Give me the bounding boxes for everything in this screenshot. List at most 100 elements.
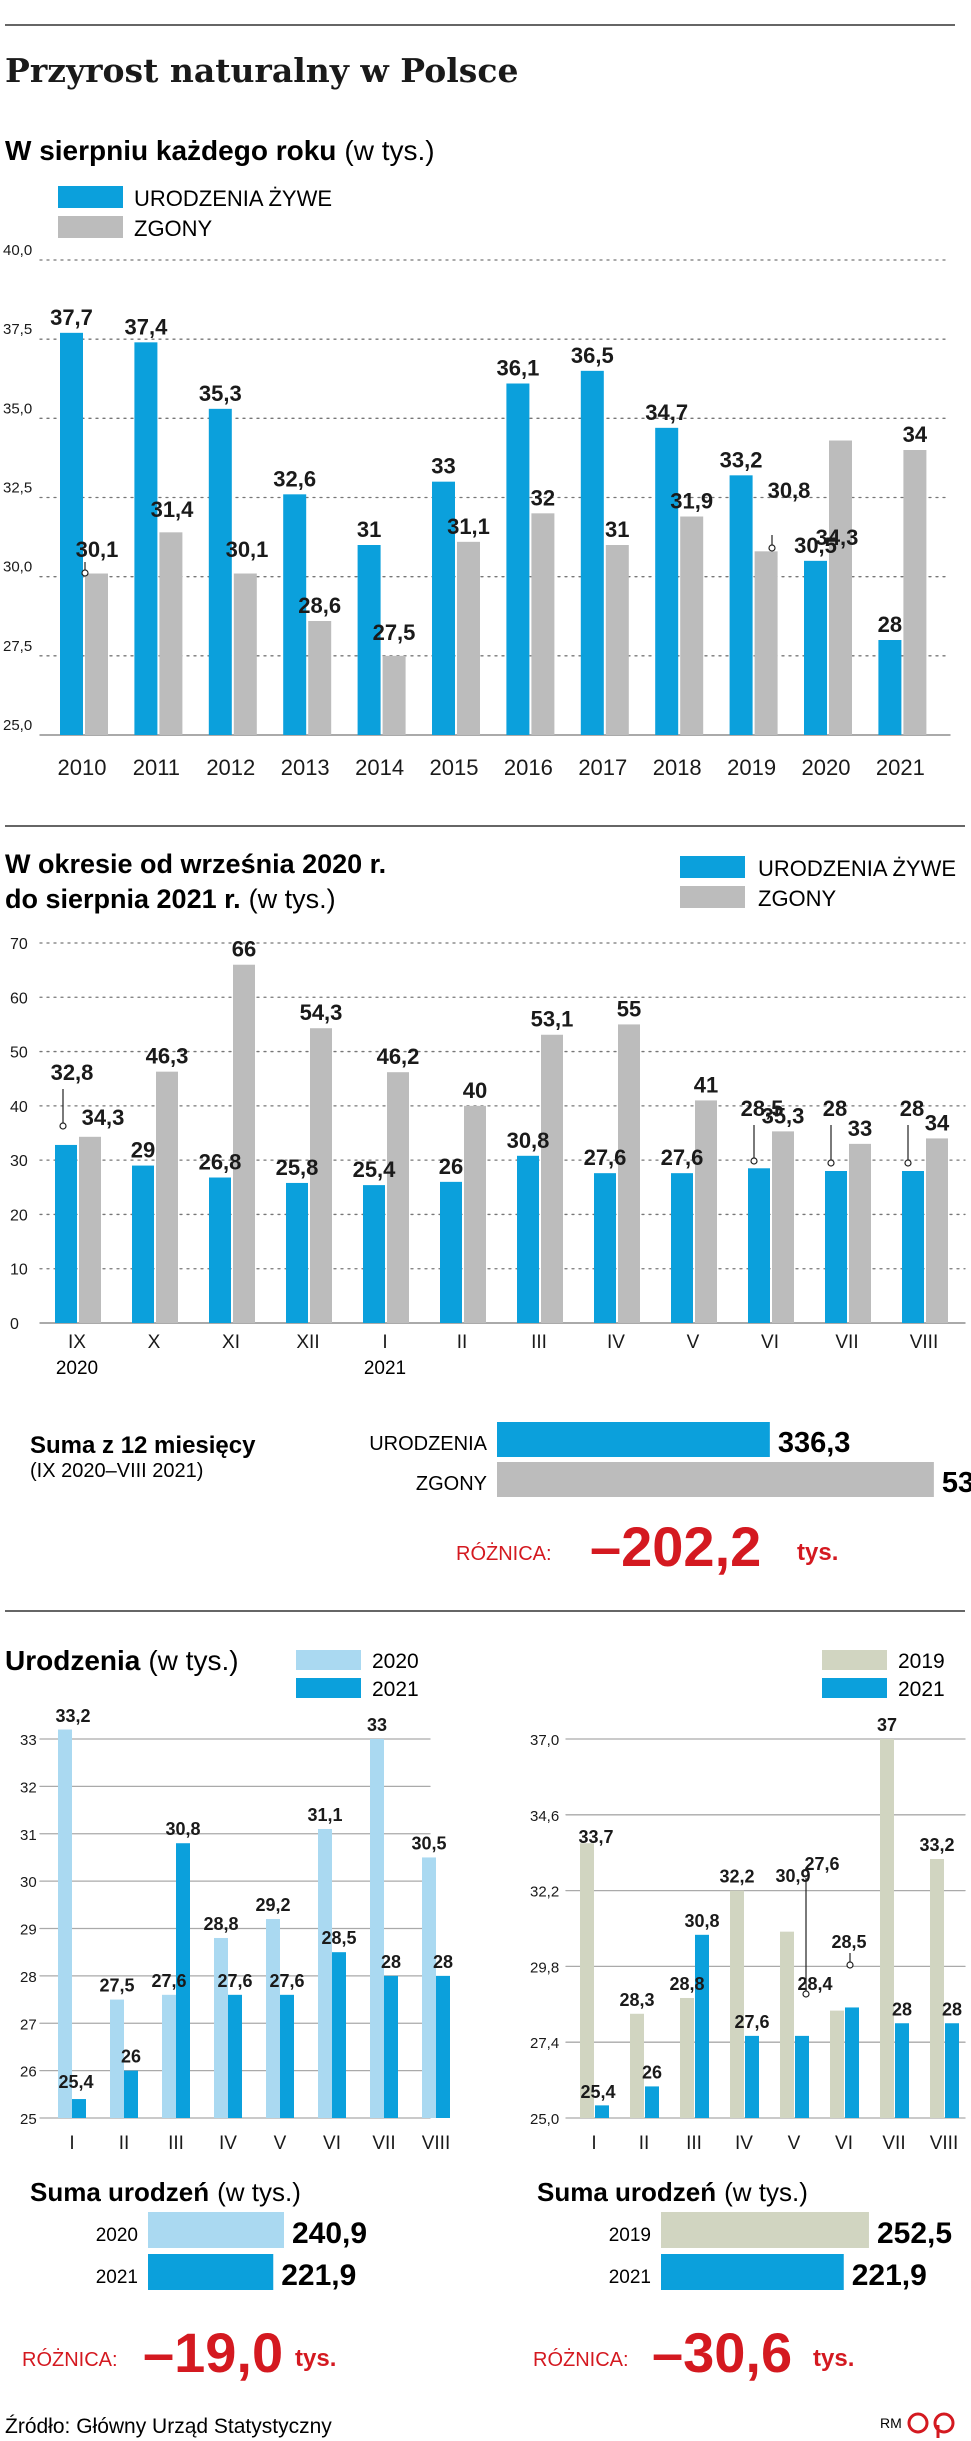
- data-label: 25,4: [353, 1157, 397, 1182]
- bar-c1-b: [754, 551, 778, 735]
- data-label: 32,8: [51, 1060, 94, 1085]
- bar-c3-b: [124, 2070, 138, 2118]
- x-tick-label: V: [788, 2133, 801, 2154]
- bar-c1-b: [382, 655, 406, 735]
- page-title: Przyrost naturalny w Polsce: [5, 51, 518, 90]
- y-tick-label: 35,0: [3, 400, 32, 417]
- y-tick-label: 30: [20, 1874, 37, 1891]
- x-tick-label: 2010: [58, 755, 107, 780]
- data-label: 27,6: [734, 2012, 769, 2032]
- x-tick-label: VIII: [910, 1332, 939, 1353]
- bar-c3-a: [58, 1729, 72, 2118]
- x-tick-label: III: [168, 2133, 184, 2154]
- chart3-title: Urodzenia (w tys.): [5, 1645, 239, 1676]
- sum-bar: [661, 2254, 844, 2290]
- bar-c4-a: [730, 1890, 744, 2118]
- bar-c2-b: [310, 1028, 332, 1323]
- y-tick-label: 30,0: [3, 559, 32, 576]
- x-tick-label: VII: [835, 1332, 858, 1353]
- data-label: 25,8: [276, 1155, 319, 1180]
- diff-label: RÓŻNICA:: [533, 2348, 629, 2371]
- bar-c2-b: [464, 1105, 486, 1323]
- data-label: 27,5: [99, 1976, 134, 1996]
- bar-c4-a: [630, 2013, 644, 2118]
- bar-c4-a: [930, 1859, 944, 2118]
- x-tick-label: IX: [68, 1332, 86, 1353]
- chart4-legend-2019: 2019: [898, 1650, 945, 1673]
- bar-c3-b: [176, 1843, 190, 2118]
- y-tick-label: 32,5: [3, 480, 32, 497]
- leader-dot: [59, 1122, 67, 1130]
- publisher-logo: [907, 2412, 955, 2438]
- data-label: 28: [942, 1999, 962, 2019]
- y-tick-label: 20: [10, 1207, 28, 1224]
- x-tick-label: VI: [835, 2133, 853, 2154]
- y-tick-label: 29,8: [530, 1959, 559, 1976]
- data-label: 26: [439, 1154, 463, 1179]
- sum-bar: [497, 1422, 770, 1457]
- x-year-label: 2021: [364, 1358, 406, 1379]
- bar-c1-b: [605, 545, 629, 735]
- data-label: 35,3: [199, 381, 242, 406]
- bar-c1-b: [457, 541, 480, 735]
- bar-c2-a: [825, 1171, 847, 1323]
- data-label: 27,6: [661, 1145, 704, 1170]
- bar-c4-a: [680, 1997, 694, 2118]
- data-label: 34,3: [82, 1105, 125, 1130]
- data-label: 31,1: [447, 514, 490, 539]
- y-tick-label: 26: [20, 2064, 37, 2081]
- bar-c4-b: [595, 2105, 609, 2118]
- data-label: 28,5: [741, 1096, 784, 1121]
- bar-c4-a: [880, 1739, 894, 2118]
- data-label: 27,6: [217, 1971, 252, 1991]
- bar-c3-b: [384, 1975, 398, 2118]
- bar-c3-a: [318, 1829, 332, 2118]
- diff-unit: tys.: [797, 1539, 838, 1566]
- data-label: 31: [357, 517, 381, 542]
- sum-row-label: ZGONY: [416, 1473, 487, 1495]
- bar-c2-a: [55, 1144, 77, 1323]
- sum-bar: [661, 2212, 869, 2248]
- x-tick-label: IV: [607, 1332, 625, 1353]
- data-label: 53,1: [531, 1007, 574, 1032]
- data-label: 29,2: [255, 1895, 290, 1915]
- data-label: 37,7: [50, 305, 93, 330]
- data-label: 26,8: [199, 1150, 242, 1175]
- bar-c4-b: [645, 2086, 659, 2118]
- x-tick-label: III: [686, 2133, 702, 2154]
- data-label: 66: [232, 937, 256, 962]
- data-label: 32: [531, 485, 555, 510]
- sum12-bars: URODZENIA 336,3 ZGONY 538,5 RÓŻNICA: –202,2 ty…: [369, 1422, 971, 1578]
- bar-c1-a: [60, 332, 83, 735]
- x-tick-label: IV: [219, 2133, 237, 2154]
- y-tick-label: 0: [10, 1316, 19, 1333]
- x-tick-label: I: [382, 1332, 387, 1353]
- x-tick-label: I: [69, 2133, 74, 2154]
- diff-unit: tys.: [295, 2345, 336, 2372]
- data-label: 28,4: [797, 1974, 832, 1994]
- leader-dot: [802, 1990, 810, 1998]
- x-tick-label: VI: [323, 2133, 341, 2154]
- x-tick-label: V: [274, 2133, 287, 2154]
- bar-c2-b: [926, 1138, 948, 1323]
- data-label: 37: [877, 1715, 897, 1735]
- y-tick-label: 40: [10, 1099, 28, 1116]
- data-label: 27,6: [269, 1971, 304, 1991]
- data-label: 25,4: [580, 2082, 615, 2102]
- data-label: 28,3: [619, 1990, 654, 2010]
- y-tick-label: 10: [10, 1262, 28, 1279]
- data-label: 28,8: [203, 1914, 238, 1934]
- data-label: 28: [892, 1999, 912, 2019]
- x-tick-label: 2015: [430, 755, 479, 780]
- data-label: 46,3: [146, 1044, 189, 1069]
- data-label: 29: [131, 1138, 155, 1163]
- data-label: 33: [367, 1715, 387, 1735]
- data-label: 30,9: [775, 1866, 810, 1886]
- data-label: 27,6: [151, 1971, 186, 1991]
- y-tick-label: 37,0: [530, 1732, 559, 1749]
- data-label: 55: [617, 996, 641, 1021]
- bar-c2-b: [233, 964, 255, 1323]
- sum-bar: [497, 1462, 934, 1497]
- data-label: 31: [605, 517, 629, 542]
